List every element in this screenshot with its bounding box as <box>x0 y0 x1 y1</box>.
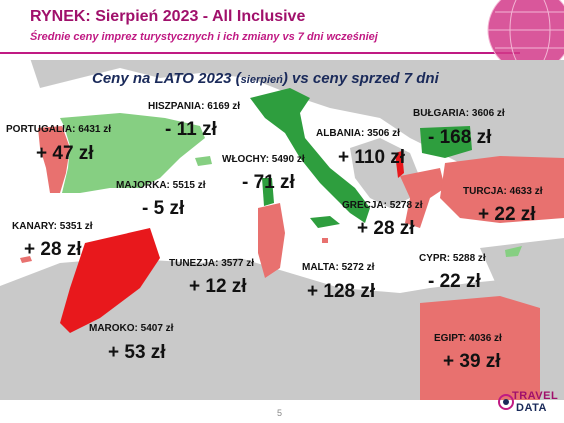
map-bulgaria <box>420 126 472 158</box>
map-area <box>0 58 564 400</box>
map-sicily <box>310 216 340 228</box>
chart-title-part2: ) vs ceny sprzed 7 dni <box>282 70 439 87</box>
balkans-land <box>350 138 420 208</box>
value-malta: + 128 zł <box>307 281 376 302</box>
label-maroko: MAROKO: 5407 zł <box>89 323 174 334</box>
value-maroko: + 53 zł <box>108 342 166 363</box>
label-cypr: CYPR: 5288 zł <box>419 253 486 264</box>
label-malta: MALTA: 5272 zł <box>302 262 375 273</box>
label-wlochy: WŁOCHY: 5490 zł <box>222 154 305 165</box>
mediterranean-map <box>0 58 564 400</box>
value-grecja: + 28 zł <box>357 218 415 239</box>
logo-text-travel: TRAVEL <box>512 390 559 402</box>
globe-icon <box>487 0 564 60</box>
page-number: 5 <box>277 408 283 418</box>
map-majorka <box>195 156 212 166</box>
europe-land <box>30 58 564 188</box>
value-wlochy: - 71 zł <box>242 172 295 193</box>
header: RYNEK: Sierpień 2023 - All Inclusive Śre… <box>0 0 564 60</box>
footer <box>0 400 564 423</box>
label-albania: ALBANIA: 3506 zł <box>316 128 400 139</box>
map-greece <box>400 168 445 228</box>
label-hiszpania: HISZPANIA: 6169 zł <box>148 101 241 112</box>
map-canary-islands <box>20 256 32 263</box>
value-albania: + 110 zł <box>338 147 406 168</box>
value-turcja: + 22 zł <box>478 204 536 225</box>
travel-data-logo-icon <box>498 394 514 410</box>
value-tunezja: + 12 zł <box>189 276 247 297</box>
map-malta <box>322 238 328 243</box>
value-bulgaria: - 168 zł <box>428 127 492 148</box>
map-turkey <box>440 156 564 223</box>
value-kanary: + 28 zł <box>24 239 82 260</box>
value-hiszpania: - 11 zł <box>165 119 217 140</box>
map-cyprus <box>505 246 522 257</box>
map-egypt <box>420 296 540 400</box>
chart-title: Ceny na LATO 2023 (sierpień) vs ceny spr… <box>92 70 439 87</box>
map-tunisia <box>258 203 285 278</box>
value-portugalia: + 47 zł <box>36 143 94 164</box>
label-egipt: EGIPT: 4036 zł <box>434 333 502 344</box>
label-majorka: MAJORKA: 5515 zł <box>116 180 206 191</box>
map-portugal <box>38 126 70 193</box>
label-tunezja: TUNEZJA: 3577 zł <box>169 258 255 269</box>
map-spain <box>60 113 205 193</box>
logo-text-data: DATA <box>516 402 547 414</box>
map-albania <box>395 151 404 178</box>
value-majorka: - 5 zł <box>142 198 185 219</box>
value-egipt: + 39 zł <box>443 351 501 372</box>
chart-title-small: sierpień <box>240 74 283 86</box>
header-divider <box>0 52 520 54</box>
map-morocco <box>60 228 160 333</box>
chart-title-part1: Ceny na LATO 2023 ( <box>92 70 241 87</box>
middle-east-land <box>480 238 564 293</box>
label-kanary: KANARY: 5351 zł <box>12 221 93 232</box>
slide-title: RYNEK: Sierpień 2023 - All Inclusive <box>30 8 306 25</box>
label-bulgaria: BUŁGARIA: 3606 zł <box>413 108 505 119</box>
label-grecja: GRECJA: 5278 zł <box>342 200 423 211</box>
label-portugalia: PORTUGALIA: 6431 zł <box>6 124 112 135</box>
map-italy <box>250 88 370 223</box>
value-cypr: - 22 zł <box>428 271 481 292</box>
map-sardinia <box>262 178 274 206</box>
label-turcja: TURCJA: 4633 zł <box>463 186 543 197</box>
slide-subtitle: Średnie ceny imprez turystycznych i ich … <box>30 31 378 43</box>
